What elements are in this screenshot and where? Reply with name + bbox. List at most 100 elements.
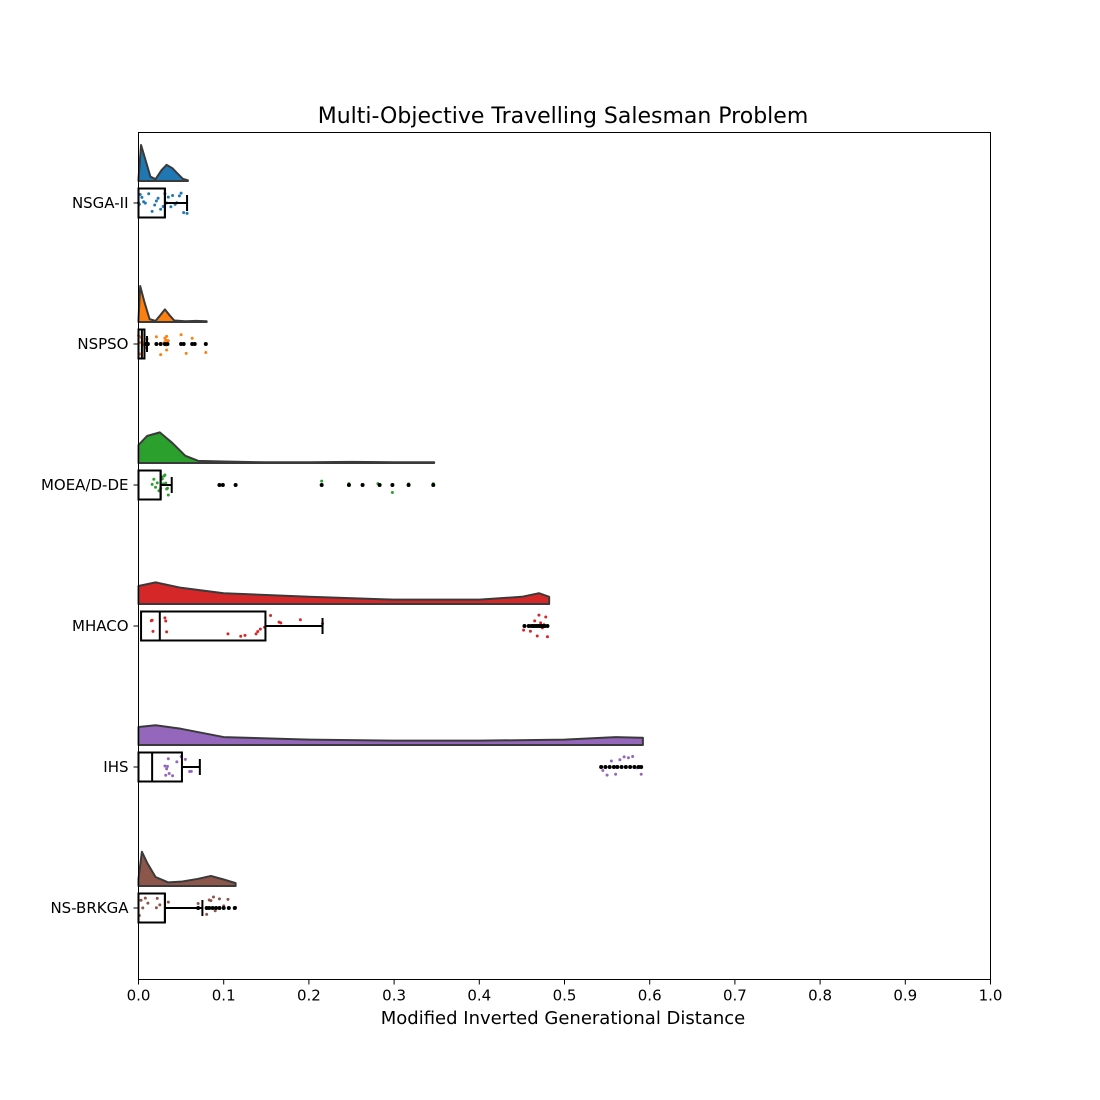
rain-point	[601, 769, 605, 773]
rain-point	[140, 195, 144, 199]
y-tick-label: MHACO	[72, 617, 129, 635]
rain-point	[631, 754, 635, 758]
rain-point	[158, 903, 162, 907]
outlier	[217, 483, 222, 487]
outlier	[319, 483, 324, 487]
outlier	[406, 483, 411, 487]
rain-point	[166, 339, 170, 343]
rain-point	[165, 767, 169, 771]
rain-point	[143, 896, 147, 900]
rain-point	[151, 629, 155, 633]
outlier	[181, 342, 186, 346]
rain-point	[166, 493, 170, 497]
outlier	[545, 624, 550, 628]
rain-point	[154, 199, 158, 203]
y-tick-label: NS-BRKGA	[50, 899, 129, 917]
outlier	[203, 342, 208, 346]
outlier	[232, 906, 237, 910]
rain-point	[154, 335, 158, 339]
rain-point	[618, 758, 622, 762]
rain-point	[147, 192, 151, 196]
outlier	[522, 624, 527, 628]
density-cloud	[137, 850, 237, 887]
density-cloud	[137, 724, 644, 746]
outlier	[611, 765, 616, 769]
rain-point	[226, 897, 230, 901]
outlier	[233, 483, 238, 487]
rain-point	[179, 191, 183, 195]
box	[140, 610, 267, 642]
y-tick-label: MOEA/D-DE	[41, 476, 129, 494]
y-tick-label: NSPSO	[77, 335, 128, 353]
box	[137, 751, 183, 783]
outlier	[377, 483, 382, 487]
density-cloud	[137, 144, 189, 182]
density-cloud	[137, 581, 551, 605]
rain-point	[622, 755, 626, 759]
x-tick-label: 0.9	[893, 987, 917, 1005]
rain-point	[150, 482, 154, 486]
outlier	[360, 483, 365, 487]
rain-point	[165, 630, 169, 634]
rain-point	[539, 621, 543, 625]
rain-point	[614, 772, 618, 776]
y-tick-label: IHS	[103, 758, 128, 776]
rain-point	[163, 764, 167, 768]
x-tick-label: 0.1	[212, 987, 236, 1005]
x-tick-label: 0.0	[127, 987, 151, 1005]
rain-point	[205, 912, 209, 916]
outlier	[154, 342, 159, 346]
x-tick-label: 1.0	[979, 987, 1003, 1005]
rain-point	[150, 618, 154, 622]
x-tick-label: 0.8	[808, 987, 832, 1005]
outlier	[221, 906, 226, 910]
x-tick-label: 0.5	[553, 987, 577, 1005]
rain-point	[626, 756, 630, 760]
rain-point	[169, 205, 173, 209]
chart-title: Multi-Objective Travelling Salesman Prob…	[318, 104, 809, 129]
rain-point	[143, 201, 147, 205]
rain-point	[177, 194, 181, 198]
rain-point	[528, 629, 532, 633]
rain-point	[226, 632, 230, 636]
outlier	[603, 765, 608, 769]
density-cloud	[137, 285, 208, 323]
rain-point	[171, 774, 175, 778]
rain-point	[209, 899, 213, 903]
rain-point	[545, 635, 549, 639]
x-tick-label: 0.4	[467, 987, 491, 1005]
x-tick-label: 0.3	[382, 987, 406, 1005]
rain-point	[156, 196, 160, 200]
rain-point	[175, 760, 179, 764]
rain-point	[258, 627, 262, 631]
rain-point	[217, 897, 221, 901]
outlier	[220, 483, 225, 487]
rain-point	[239, 634, 243, 638]
rain-point	[163, 473, 167, 477]
outlier	[207, 906, 212, 910]
rain-point	[154, 485, 158, 489]
outlier	[619, 765, 624, 769]
rain-point	[320, 479, 324, 483]
rain-point	[152, 477, 156, 481]
axes: 0.0 0.1 0.2 0.3 0.4 0.5 0.6 0.7 0.8 0.9 1.0 NSGA-II…	[41, 194, 1002, 1005]
rain-point	[533, 619, 537, 623]
rain-point	[165, 334, 169, 338]
rain-point	[164, 481, 168, 485]
outlier	[346, 483, 351, 487]
rain-point	[163, 616, 167, 620]
rain-point	[605, 773, 609, 777]
rain-point	[164, 619, 168, 623]
box	[137, 187, 166, 219]
rain-point	[269, 614, 273, 618]
rain-point	[150, 209, 154, 213]
rain-point	[609, 759, 613, 763]
rain-point	[167, 771, 171, 775]
rain-point	[164, 773, 168, 777]
rain-point	[155, 481, 159, 485]
outlier	[165, 342, 170, 346]
box	[137, 469, 162, 501]
outlier	[599, 765, 604, 769]
plot-frame	[138, 132, 991, 980]
